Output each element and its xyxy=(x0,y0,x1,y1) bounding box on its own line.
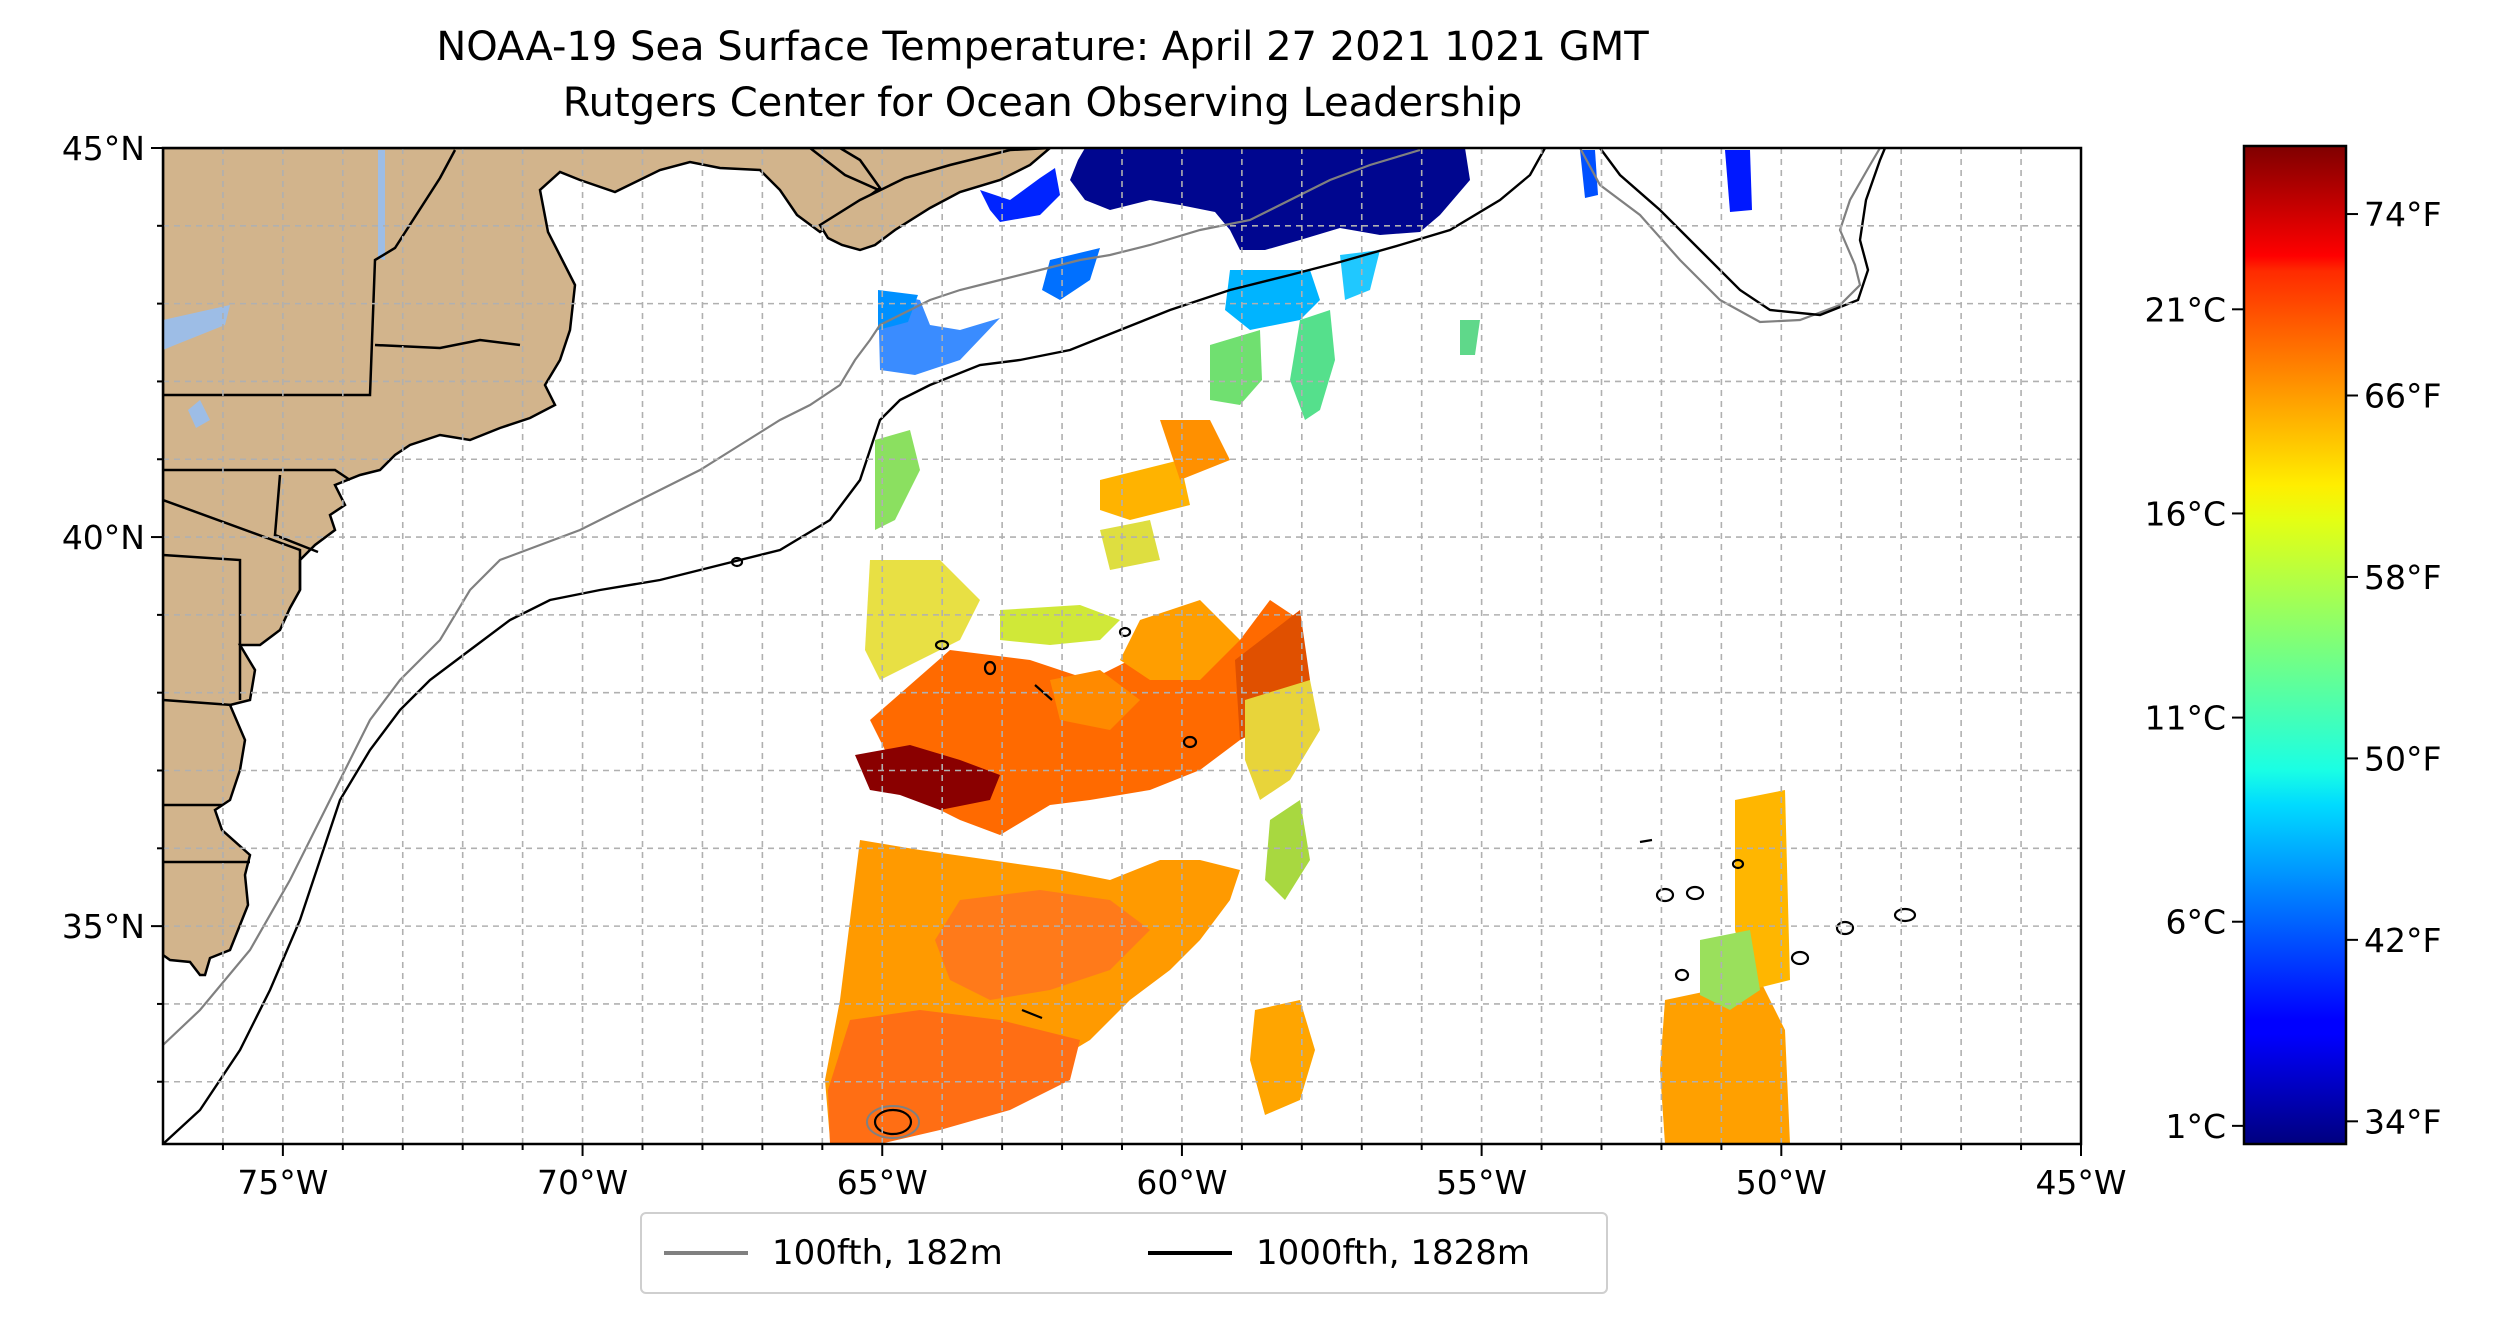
celsius-tick-label: 1°C xyxy=(2165,1107,2226,1146)
longitude-ticks: 75°W 70°W 65°W 60°W 55°W 50°W 45°W xyxy=(221,1144,2127,1202)
legend-item-100fth: 100fth, 182m xyxy=(664,1214,1003,1292)
legend-label: 100fth, 182m xyxy=(772,1233,1003,1273)
x-tick-label: 70°W xyxy=(537,1163,628,1202)
colorbar-frame xyxy=(2242,144,2348,1146)
x-tick-label: 75°W xyxy=(237,1163,328,1202)
y-tick-label: 35°N xyxy=(62,907,145,946)
map-subtitle: Rutgers Center for Ocean Observing Leade… xyxy=(562,80,1523,126)
gridlines xyxy=(163,148,2081,1144)
isobath-1000fth xyxy=(1599,148,1887,317)
celsius-tick-label: 16°C xyxy=(2144,494,2226,533)
isobath-100fth xyxy=(163,148,1421,1046)
fahrenheit-tick-label: 50°F xyxy=(2364,739,2441,778)
y-tick-label: 40°N xyxy=(62,518,145,557)
legend-swatch xyxy=(664,1251,748,1255)
celsius-scale: 21°C 16°C 11°C 6°C 1°C xyxy=(2144,290,2244,1146)
fahrenheit-tick-label: 74°F xyxy=(2364,195,2441,234)
legend-item-1000fth: 1000fth, 1828m xyxy=(1148,1214,1530,1292)
celsius-tick-label: 6°C xyxy=(2165,903,2226,942)
celsius-tick-label: 11°C xyxy=(2144,699,2226,738)
latitude-ticks: 45°N 40°N 35°N xyxy=(62,129,163,1083)
state-borders xyxy=(163,149,521,864)
fahrenheit-scale: 74°F 66°F 58°F 50°F 42°F 34°F xyxy=(2346,195,2441,1141)
x-tick-label: 50°W xyxy=(1736,1163,1827,1202)
land-mass xyxy=(163,148,1046,977)
isobath-1000fth xyxy=(163,148,1547,1144)
map-panel: 75°W 70°W 65°W 60°W 55°W 50°W 45°W 45°N 40°N 35°… xyxy=(62,129,2127,1202)
lake xyxy=(163,305,230,350)
colorbar: 21°C 16°C 11°C 6°C 1°C 74°F 66°F 58°F 50°F 42°F 3… xyxy=(2144,144,2441,1146)
celsius-tick-label: 21°C xyxy=(2144,290,2226,329)
colorbar-gradient xyxy=(2244,146,2346,1144)
y-tick-label: 45°N xyxy=(62,129,145,168)
map-title: NOAA-19 Sea Surface Temperature: April 2… xyxy=(436,24,1649,70)
fahrenheit-tick-label: 42°F xyxy=(2364,921,2441,960)
x-tick-label: 55°W xyxy=(1436,1163,1527,1202)
lake xyxy=(188,400,210,428)
isobath-100fth xyxy=(1579,148,1881,324)
legend-swatch xyxy=(1148,1251,1232,1255)
x-tick-label: 60°W xyxy=(1136,1163,1227,1202)
nova-scotia xyxy=(818,148,1052,252)
fahrenheit-tick-label: 58°F xyxy=(2364,558,2441,597)
fahrenheit-tick-label: 66°F xyxy=(2364,377,2441,416)
fahrenheit-tick-label: 34°F xyxy=(2364,1102,2441,1141)
lake xyxy=(378,150,385,260)
x-tick-label: 45°W xyxy=(2035,1163,2126,1202)
legend: 100fth, 182m 1000fth, 1828m xyxy=(640,1212,1608,1294)
legend-label: 1000fth, 1828m xyxy=(1256,1233,1531,1273)
x-tick-label: 65°W xyxy=(837,1163,928,1202)
